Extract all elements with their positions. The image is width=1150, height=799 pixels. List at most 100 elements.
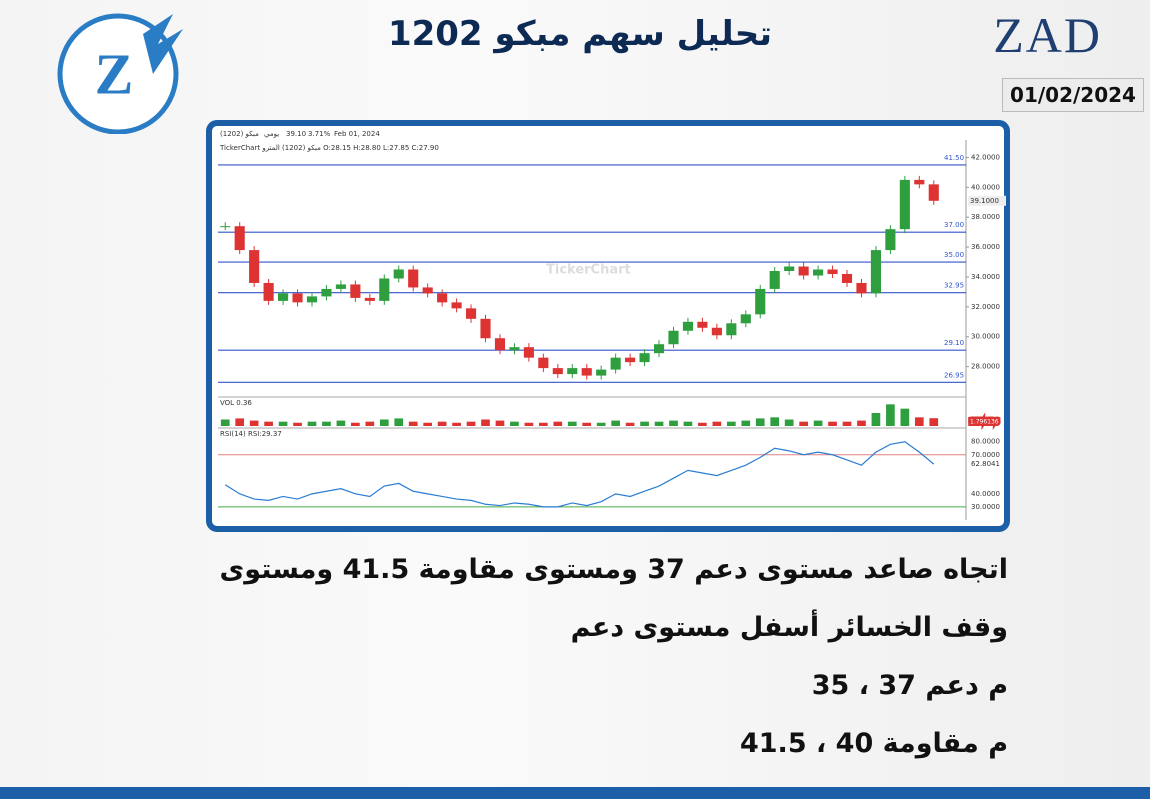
volume-bar (886, 404, 895, 426)
volume-bar (351, 422, 360, 426)
candle (422, 287, 433, 294)
watermark: TickerChart (546, 263, 631, 278)
candle (306, 296, 318, 303)
rsi-tick-label: 30.0000 (971, 503, 1000, 511)
y-tick-label: 32.0000 (971, 303, 1000, 311)
volume-bar (914, 417, 924, 426)
level-label: 32.95 (944, 282, 964, 290)
candle (711, 327, 722, 336)
volume-bar (770, 417, 780, 426)
candle (321, 288, 332, 297)
candle (220, 226, 231, 228)
volume-bar (437, 421, 447, 426)
volume-bar (683, 421, 693, 426)
info-text: يومي (264, 130, 279, 138)
candle (408, 269, 419, 288)
candle (567, 368, 578, 375)
volume-bar (698, 422, 707, 426)
level-label: 37.00 (944, 221, 964, 229)
level-label: 29.10 (944, 339, 964, 347)
volume-bar (394, 418, 404, 426)
candle (740, 314, 751, 324)
volume-bar (669, 420, 678, 426)
candle (653, 344, 665, 354)
volume-bar (235, 418, 245, 426)
candle (509, 347, 520, 351)
candle (437, 293, 448, 303)
candle (523, 347, 534, 358)
volume-bar (278, 421, 288, 426)
info-text: TickerChart مبكو (1202) المترو O:28.15 H… (219, 144, 439, 152)
candle (596, 369, 607, 376)
volume-bar (539, 422, 548, 426)
vol-last: 1.796136 (970, 419, 999, 426)
y-tick-label: 30.0000 (971, 333, 1000, 341)
y-tick-label: 42.0000 (971, 153, 1000, 161)
brand: ZAD (993, 7, 1102, 63)
candle (697, 321, 708, 328)
volume-bar (452, 422, 461, 426)
candle (726, 323, 737, 336)
candle (278, 293, 289, 301)
candle (494, 338, 506, 351)
volume-bar (611, 420, 620, 426)
y-tick-label: 34.0000 (971, 273, 1000, 281)
candle (335, 284, 346, 289)
rsi-tick-label: 40.0000 (971, 490, 1000, 498)
volume-bar (336, 420, 346, 426)
rsi-tick-label: 70.0000 (971, 451, 1000, 459)
volume-bar (929, 418, 939, 426)
last-price: 39.1000 (970, 197, 999, 205)
y-tick-label: 36.0000 (971, 243, 1000, 251)
volume-bar (510, 421, 519, 426)
volume-bar (524, 422, 534, 426)
body: اتجاه صاعد مستوى دعم 37 ومستوى مقاومة 41… (220, 545, 1008, 777)
volume-bar (625, 422, 635, 426)
volume-bar (408, 421, 418, 426)
candle (885, 229, 896, 251)
volume-bar (596, 422, 606, 426)
candle (784, 266, 795, 272)
candle (798, 266, 809, 276)
vol-label: VOL 0.36 (220, 399, 252, 407)
volume-bar (553, 421, 563, 426)
svg-text:Z: Z (95, 41, 134, 106)
info-text: مبكو (1202) (220, 130, 259, 138)
info-text: 3.71% (308, 130, 331, 138)
candle (350, 284, 361, 298)
candle (813, 269, 824, 276)
volume-bar (307, 421, 317, 426)
candle (379, 278, 390, 301)
body-line: وقف الخسائر أسفل مستوى دعم (570, 612, 1008, 643)
candle (928, 184, 939, 201)
body-line: م دعم 37 ، 35 (811, 670, 1008, 701)
candle (364, 297, 375, 301)
candle (234, 226, 245, 251)
volume-bar (871, 413, 881, 426)
candle (841, 273, 853, 283)
candle (625, 357, 636, 363)
candle (856, 282, 867, 294)
volume-bar (495, 420, 505, 426)
candle (263, 282, 274, 301)
volume-bar (900, 408, 910, 426)
volume-bar (741, 420, 751, 426)
candle (870, 250, 881, 294)
footer-bar (0, 787, 1150, 799)
candle (914, 179, 925, 185)
volume-bar (640, 421, 649, 426)
title: تحليل سهم مبكو 1202 (387, 14, 773, 54)
candle (451, 302, 462, 309)
volume-bar (726, 421, 736, 426)
candle (755, 288, 766, 315)
rsi-last: 62.8041 (971, 460, 1000, 468)
candle (552, 368, 563, 375)
chart: مبكو (1202) يومي 39.10 3.71% Feb 01, 2024 Tic… (206, 120, 1010, 532)
candle (827, 269, 838, 274)
volume-bar (567, 421, 577, 426)
info-text: Feb 01, 2024 (334, 130, 380, 138)
candle (769, 271, 780, 289)
volume-bar (466, 421, 476, 426)
volume-bar (322, 421, 331, 426)
